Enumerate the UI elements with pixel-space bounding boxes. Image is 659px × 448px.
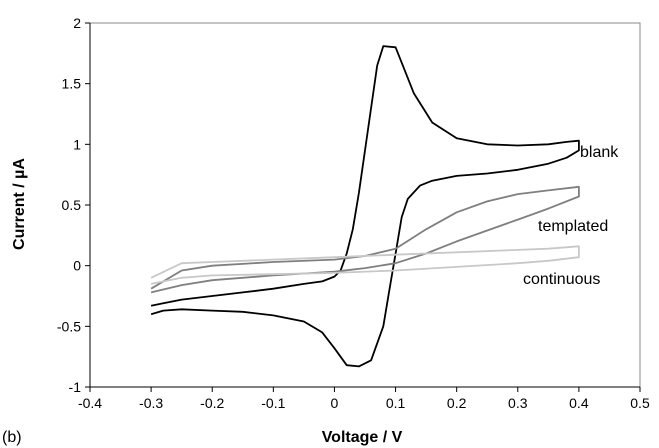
series-label-blank: blank (580, 144, 619, 161)
x-tick-label: 0.5 (630, 395, 650, 411)
series-label-templated: templated (538, 218, 608, 235)
x-axis-title: Voltage / V (322, 429, 403, 446)
series-label-continuous: continuous (523, 271, 600, 288)
y-tick-label: 0.5 (62, 197, 82, 213)
x-tick-label: 0.2 (447, 395, 467, 411)
x-tick-label: 0.3 (508, 395, 528, 411)
x-tick-label: 0.1 (386, 395, 406, 411)
x-tick-label: -0.1 (261, 395, 285, 411)
series-line-templated (150, 185, 580, 294)
y-tick-label: -0.5 (57, 318, 81, 334)
curves (150, 45, 580, 368)
axes: -0.4 -0.3 -0.2 -0.1 0 0.1 0.2 0.3 0.4 0.5 -1 -0.5 0 0… (57, 15, 650, 411)
x-tick-label: -0.4 (78, 395, 102, 411)
x-tick-label: 0.4 (569, 395, 589, 411)
y-axis-title: Current / µA (11, 158, 28, 250)
x-tick-label: 0 (331, 395, 339, 411)
y-tick-label: 1.5 (62, 76, 82, 92)
y-tick-label: 1 (73, 136, 81, 152)
x-tick-label: -0.3 (139, 395, 163, 411)
y-tick-label: 2 (73, 15, 81, 31)
x-tick-label: -0.2 (200, 395, 224, 411)
series-labels: blank templated continuous (523, 144, 619, 288)
y-tick-label: -1 (69, 379, 82, 395)
series-line-continuous (150, 245, 580, 285)
series-line-blank (150, 45, 580, 368)
y-tick-label: 0 (73, 258, 81, 274)
panel-label: (b) (2, 429, 22, 446)
